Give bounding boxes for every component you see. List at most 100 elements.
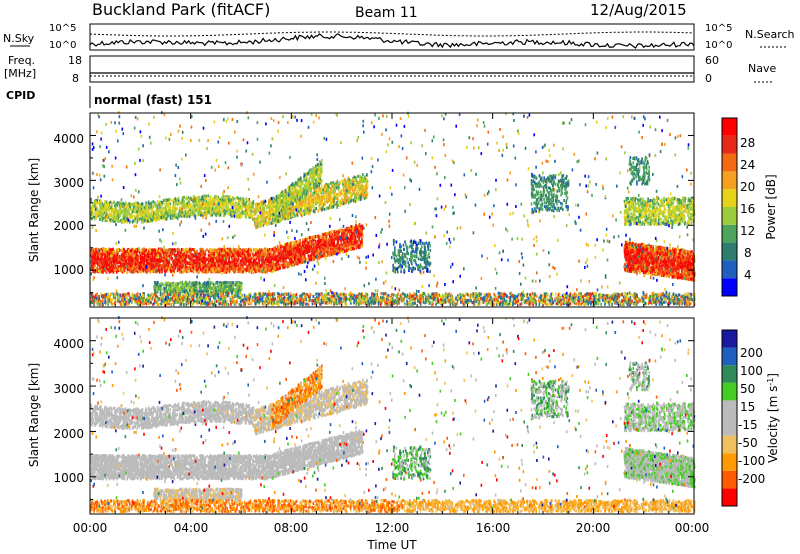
power-cell	[162, 206, 165, 210]
power-cell	[242, 270, 244, 274]
power-cell	[321, 240, 324, 244]
power-cell	[250, 263, 252, 267]
power-cell	[314, 243, 317, 247]
power-cell	[297, 251, 299, 255]
power-cell	[120, 269, 123, 273]
power-cell	[361, 239, 363, 243]
power-cell	[277, 260, 279, 264]
power-cell	[178, 248, 180, 252]
power-cell	[225, 270, 228, 274]
power-cell	[123, 249, 125, 253]
power-cell	[254, 270, 257, 274]
power-cell	[131, 270, 133, 274]
power-cell	[184, 258, 186, 262]
power-cell	[154, 266, 157, 270]
power-cell	[130, 249, 133, 252]
power-cell	[350, 241, 353, 245]
power-cell	[287, 248, 289, 251]
power-cell	[116, 259, 118, 263]
power-cell	[351, 231, 353, 235]
power-cell	[332, 245, 335, 249]
power-cell	[221, 259, 224, 263]
power-cell	[126, 248, 129, 252]
power-cell	[168, 250, 171, 254]
power-cell	[92, 262, 94, 266]
power-cell	[203, 256, 206, 260]
power-cell	[158, 270, 161, 274]
power-cell	[252, 260, 254, 264]
power-cell	[239, 268, 241, 272]
power-cell	[229, 253, 231, 257]
power-cell	[128, 249, 130, 253]
power-cell	[115, 260, 117, 264]
power-cell	[212, 250, 215, 253]
noise-axis-right-top: 10^5	[705, 23, 732, 34]
power-cell	[274, 253, 276, 257]
power-cell	[147, 262, 149, 265]
power-cell	[223, 265, 225, 269]
power-cell	[140, 257, 143, 261]
power-cell	[180, 258, 182, 262]
power-cell	[206, 248, 208, 252]
power-cell	[311, 252, 313, 256]
power-cell	[241, 204, 243, 208]
power-cell	[252, 262, 254, 266]
power-cell	[178, 262, 180, 266]
power-cell	[237, 267, 240, 271]
power-cell	[335, 242, 338, 246]
power-cell	[276, 249, 279, 253]
power-cell	[218, 267, 220, 271]
power-cell	[253, 265, 256, 269]
power-cell	[358, 226, 360, 230]
power-cell	[185, 254, 188, 258]
power-cell	[310, 258, 312, 262]
power-cell	[284, 246, 286, 250]
power-cell	[326, 254, 329, 257]
power-cell	[214, 251, 217, 255]
power-cell	[189, 257, 191, 261]
power-cell	[107, 268, 109, 272]
power-cell	[90, 249, 92, 253]
power-cell	[192, 248, 195, 252]
nave-label: Nave	[748, 62, 776, 75]
power-cell	[122, 258, 124, 262]
power-cell	[308, 256, 310, 260]
power-cell	[353, 242, 355, 246]
power-cell	[157, 266, 160, 270]
power-cell	[174, 265, 177, 269]
power-cell	[161, 270, 163, 274]
power-cell	[325, 250, 327, 254]
power-cell	[248, 200, 251, 204]
power-cell	[186, 252, 189, 256]
power-cell	[101, 265, 103, 269]
power-cell	[297, 246, 299, 250]
power-cell	[183, 249, 186, 253]
power-cell	[178, 268, 180, 272]
power-cell	[150, 252, 153, 255]
power-cell	[237, 270, 239, 274]
power-cell	[212, 261, 214, 265]
power-cell	[203, 269, 205, 273]
power-cell	[318, 249, 320, 253]
power-cell	[299, 244, 302, 248]
power-cell	[93, 262, 96, 266]
power-cell	[272, 267, 274, 271]
power-cell	[176, 262, 178, 266]
power-cell	[141, 262, 144, 266]
power-cell	[233, 260, 235, 264]
power-cell	[232, 247, 235, 251]
power-cell	[304, 254, 306, 258]
power-cell	[107, 265, 109, 269]
power-cell	[263, 259, 265, 262]
power-cell	[162, 265, 164, 269]
power-cell	[237, 250, 239, 254]
power-cell	[196, 268, 198, 272]
power-cell	[96, 270, 98, 273]
power-cell	[232, 250, 235, 254]
power-cell	[344, 236, 347, 240]
power-cell	[217, 270, 220, 274]
power-cell	[333, 243, 335, 247]
power-cell	[222, 256, 224, 260]
power-cell	[297, 256, 299, 260]
power-cell	[134, 256, 136, 260]
